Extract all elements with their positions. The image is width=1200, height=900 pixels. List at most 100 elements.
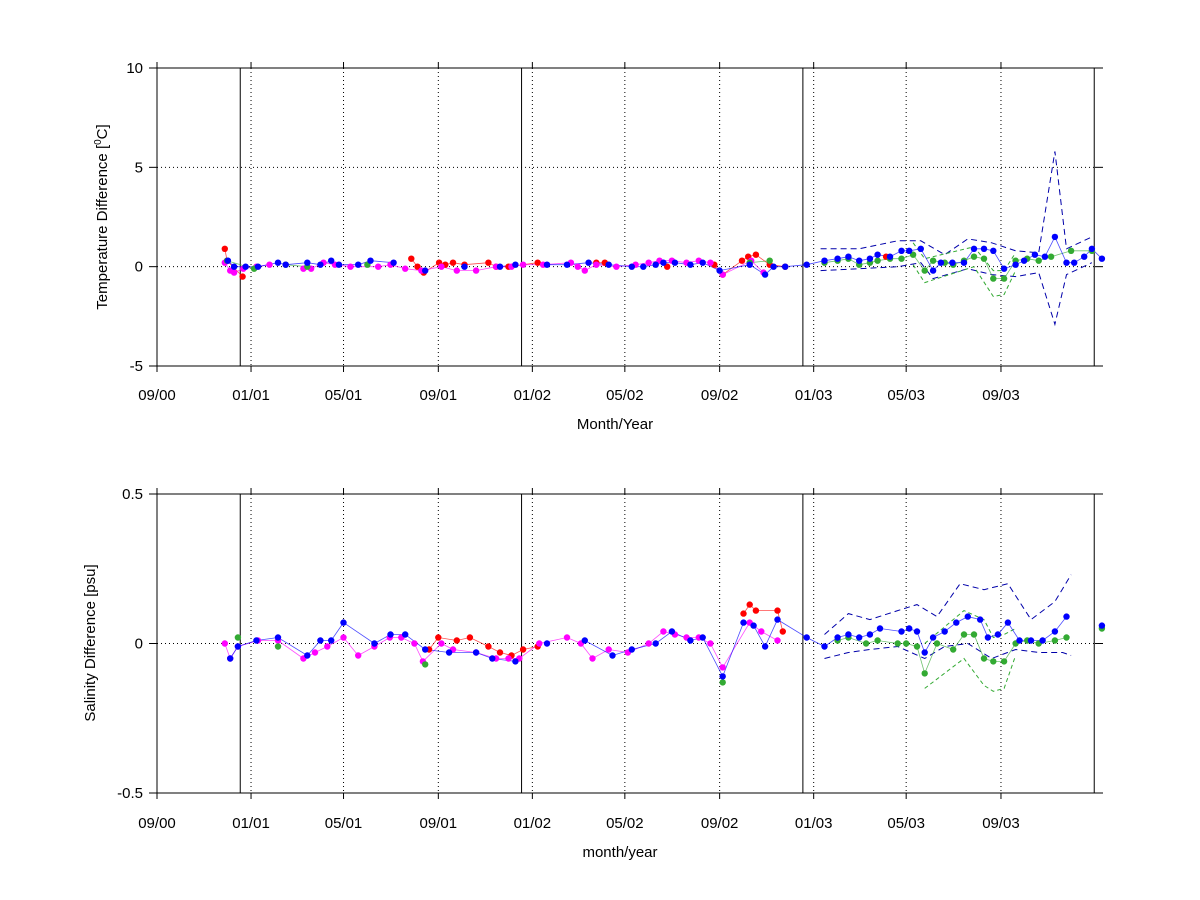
temperature-data-point [328, 257, 335, 264]
salinity-data-point [906, 625, 913, 632]
salinity-data-point [340, 619, 347, 626]
salinity-data-point [221, 640, 228, 647]
temperature-bound-line [820, 262, 1093, 327]
salinity-data-point [874, 637, 881, 644]
temperature-ylabel: Temperature Difference [0C] [93, 124, 111, 309]
salinity-xtick-label: 09/00 [138, 815, 176, 832]
temperature-bound-line [912, 264, 1017, 298]
salinity-xtick-label: 05/02 [606, 815, 644, 832]
salinity-xlabel: month/year [582, 844, 657, 861]
salinity-data-point [605, 646, 612, 653]
salinity-xtick-label: 05/03 [887, 815, 925, 832]
temperature-ytick-label: 10 [126, 60, 143, 77]
salinity-series-line [229, 622, 516, 662]
salinity-data-point [862, 640, 870, 647]
salinity-data-point [536, 640, 543, 647]
temperature-data-point [438, 263, 445, 270]
salinity-data-point [752, 607, 760, 614]
temperature-ytick-label: 5 [135, 159, 143, 176]
salinity-data-point [740, 610, 747, 617]
temperature-xtick-label: 09/01 [420, 387, 458, 404]
salinity-data-point [933, 640, 941, 647]
temperature-series-line [226, 260, 255, 270]
temperature-data-point [716, 267, 723, 274]
salinity-data-point [274, 643, 282, 650]
temperature-data-point [519, 261, 527, 268]
temperature-xtick-label: 05/03 [887, 387, 925, 404]
temperature-data-point [980, 255, 988, 262]
temperature-data-point [274, 259, 282, 266]
temperature-data-point [906, 247, 913, 254]
temperature-data-point [543, 261, 551, 268]
temperature-data-point [699, 259, 706, 266]
salinity-data-point [652, 640, 659, 647]
salinity-data-point [921, 670, 928, 677]
salinity-data-point [274, 634, 282, 641]
temperature-xtick-label: 01/02 [514, 387, 552, 404]
salinity-data-point [1027, 637, 1035, 644]
temperature-data-point [761, 271, 769, 278]
temperature-data-point [929, 267, 937, 274]
salinity-xtick-label: 01/02 [514, 815, 552, 832]
temperature-data-point [1012, 261, 1019, 268]
temperature-data-point [960, 259, 968, 266]
salinity-data-point [990, 658, 997, 665]
temperature-data-point [266, 261, 273, 268]
salinity-data-point [779, 628, 786, 635]
temperature-data-point [1081, 253, 1088, 260]
temperature-data-point [1031, 251, 1039, 258]
temperature-data-point [317, 261, 324, 268]
temperature-panel: Month/Year Temperature Difference [0C] 0… [93, 60, 1106, 433]
temperature-data-point [628, 263, 635, 270]
temperature-data-point [766, 257, 773, 264]
temperature-data-point [1071, 259, 1078, 266]
salinity-data-point [740, 619, 747, 626]
temperature-xtick-label: 05/02 [606, 387, 644, 404]
temperature-data-point [224, 257, 232, 264]
salinity-xtick-label: 09/03 [982, 815, 1020, 832]
salinity-data-point [774, 616, 781, 623]
temperature-data-point [671, 259, 679, 266]
salinity-data-point [687, 637, 694, 644]
temperature-data-point [949, 259, 956, 266]
salinity-data-point [953, 619, 960, 626]
temperature-data-point [660, 259, 667, 266]
salinity-panel: month/year Salinity Difference [psu] 09/… [82, 486, 1106, 861]
temperature-data-point [375, 263, 382, 270]
salinity-data-point [977, 616, 984, 623]
temperature-data-point [449, 259, 457, 266]
salinity-bound-line [924, 610, 1016, 644]
temperature-data-point [1088, 245, 1096, 252]
temperature-data-point [898, 247, 905, 254]
salinity-xtick-label: 01/01 [232, 815, 270, 832]
salinity-data-point [856, 634, 863, 641]
salinity-data-point [984, 634, 992, 641]
salinity-data-point [913, 628, 921, 635]
salinity-data-point [903, 640, 910, 647]
salinity-data-point [304, 652, 311, 659]
salinity-data-point [774, 607, 781, 614]
temperature-data-point [282, 261, 289, 268]
salinity-data-point [699, 634, 706, 641]
salinity-data-point [609, 652, 616, 659]
temperature-data-point [687, 261, 694, 268]
temperature-data-point [1000, 275, 1008, 282]
temperature-ytick-label: 0 [135, 259, 143, 276]
temperature-data-point [563, 261, 571, 268]
salinity-data-point [355, 652, 362, 659]
temperature-xtick-label: 05/01 [325, 387, 363, 404]
temperature-data-point [645, 259, 652, 266]
salinity-data-point [387, 631, 394, 638]
temperature-data-point [1051, 233, 1059, 241]
salinity-data-point [234, 643, 242, 650]
salinity-data-point [761, 643, 769, 650]
salinity-data-point [758, 628, 765, 635]
salinity-data-point [253, 637, 260, 644]
salinity-data-point [821, 643, 828, 650]
temperature-xtick-label: 09/03 [982, 387, 1020, 404]
temperature-data-point [1067, 247, 1075, 254]
temperature-data-point [230, 263, 238, 270]
salinity-data-point [866, 631, 874, 638]
temperature-data-point [593, 261, 600, 268]
